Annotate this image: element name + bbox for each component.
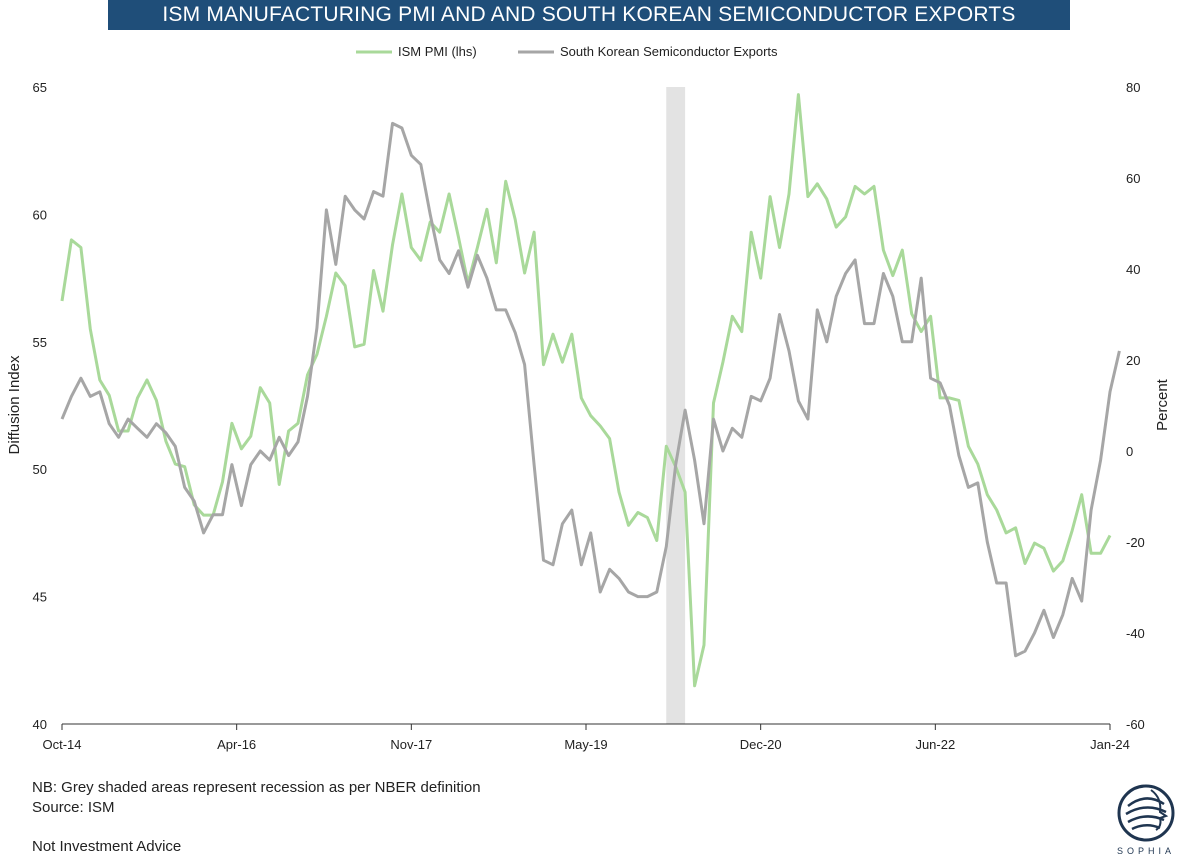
y-tick-label-right: 20 [1126, 353, 1140, 368]
y-axis-title-right: Percent [1154, 378, 1171, 431]
y-axis-title-left: Diffusion Index [6, 355, 23, 454]
x-tick-label: Jan-24 [1090, 737, 1130, 752]
y-tick-label-right: 40 [1126, 262, 1140, 277]
legend: ISM PMI (lhs) South Korean Semiconductor… [356, 44, 778, 59]
y-tick-label-right: -40 [1126, 626, 1145, 641]
x-tick-label: Dec-20 [740, 737, 782, 752]
exports-line [60, 121, 1121, 658]
y-tick-label-left: 65 [33, 80, 47, 95]
x-tick-label: Apr-16 [217, 737, 256, 752]
chart-title: ISM MANUFACTURING PMI AND AND SOUTH KORE… [108, 0, 1070, 30]
recession-note: NB: Grey shaded areas represent recessio… [32, 779, 481, 796]
y-tick-label-left: 50 [33, 462, 47, 477]
x-tick-label: Oct-14 [42, 737, 81, 752]
recession-band [666, 87, 686, 724]
pmi-line [60, 93, 1112, 688]
x-tick-label: May-19 [564, 737, 607, 752]
y-tick-label-left: 60 [33, 207, 47, 222]
y-tick-label-right: 80 [1126, 80, 1140, 95]
legend-label-exports: South Korean Semiconductor Exports [560, 44, 778, 59]
y-tick-label-right: -20 [1126, 535, 1145, 550]
logo-text: SOPHIA [1117, 846, 1175, 856]
x-tick-label: Jun-22 [915, 737, 955, 752]
y-tick-label-right: 0 [1126, 444, 1133, 459]
recession-shade [666, 87, 686, 724]
sophia-logo: SOPHIA [1117, 784, 1175, 856]
y-tick-label-left: 45 [33, 590, 47, 605]
disclaimer-note: Not Investment Advice [32, 838, 182, 855]
y-tick-label-right: -60 [1126, 717, 1145, 732]
y-tick-label-left: 55 [33, 335, 47, 350]
y-tick-label-left: 40 [33, 717, 47, 732]
source-note: Source: ISM [32, 799, 115, 816]
series-lines [60, 93, 1121, 688]
axes: Oct-14 Apr-16 Nov-17 May-19 Dec-20 Jun-22 Jan-… [33, 80, 1145, 752]
x-tick-label: Nov-17 [390, 737, 432, 752]
y-tick-label-right: 60 [1126, 171, 1140, 186]
legend-label-pmi: ISM PMI (lhs) [398, 44, 477, 59]
